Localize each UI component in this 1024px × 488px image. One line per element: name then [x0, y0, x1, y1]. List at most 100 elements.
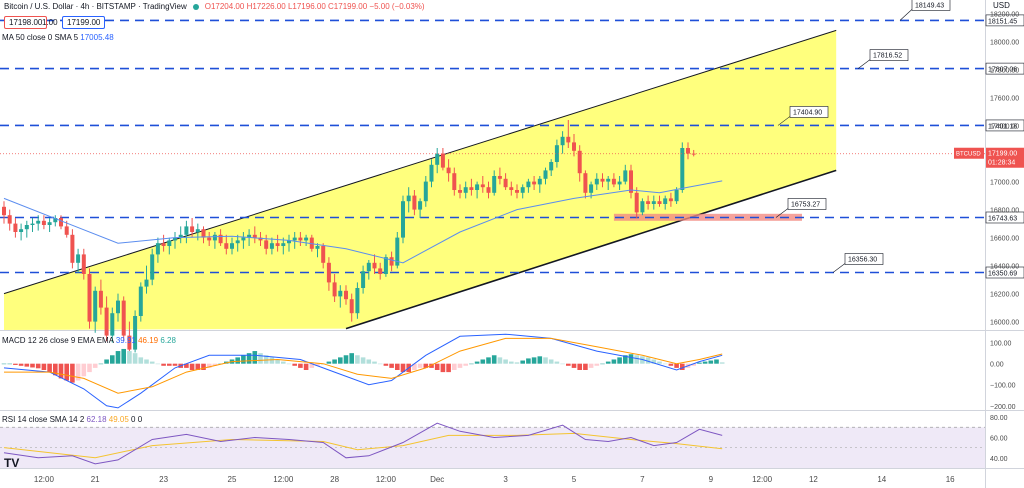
candle-55 [315, 246, 320, 249]
time-tick-12: 12:00 [752, 475, 773, 484]
macd-bar-106 [605, 361, 611, 364]
candle-1 [7, 215, 12, 224]
level-price-tag-0 [985, 14, 1024, 27]
macd-bar-81 [463, 363, 468, 366]
price-tick-2: 16400.00 [990, 264, 1019, 271]
candle-112 [640, 201, 645, 213]
macd-bar-92 [526, 358, 531, 364]
macd-bar-101 [577, 363, 582, 370]
macd-bar-79 [452, 363, 457, 370]
candle-22 [127, 335, 132, 350]
level-note-3: 16753.27 [791, 201, 820, 208]
macd-bar-35 [201, 363, 206, 370]
level-price-label-3: 16743.63 [988, 215, 1017, 222]
candle-44 [252, 234, 257, 238]
candle-101 [577, 150, 582, 174]
macd-bar-47 [269, 357, 275, 364]
level-note-leader-4 [832, 263, 846, 273]
candle-63 [361, 271, 366, 288]
level-note-0: 18149.43 [915, 2, 944, 9]
macd-bar-98 [560, 363, 565, 365]
macd-bar-110 [628, 354, 634, 364]
macd-bar-91 [520, 360, 525, 364]
tradingview-logo[interactable]: TV [4, 456, 20, 470]
time-tick-0: 12:00 [34, 475, 55, 484]
ma-indicator-label[interactable]: MA 50 close 0 SMA 5 17005.48 [2, 33, 114, 42]
sell-price-box[interactable]: 17198.00 [4, 16, 48, 29]
candle-104 [594, 178, 599, 185]
macd-bar-87 [497, 357, 503, 364]
candle-40 [230, 243, 234, 249]
level-note-leader-1 [857, 59, 871, 69]
candle-7 [41, 220, 46, 225]
macd-bar-20 [115, 351, 121, 364]
candle-20 [116, 300, 120, 314]
macd-bar-102 [583, 363, 588, 370]
macd-bar-126 [719, 362, 725, 364]
macd-bar-16 [92, 363, 98, 368]
macd-bar-24 [138, 357, 144, 364]
candle-29 [167, 240, 172, 246]
macd-bar-100 [571, 363, 577, 368]
macd-bar-12 [70, 363, 75, 383]
buy-price-box[interactable]: 17199.00 [62, 16, 106, 29]
candle-56 [321, 246, 326, 263]
macd-bar-10 [58, 363, 64, 379]
macd-bar-90 [514, 362, 520, 364]
candle-74 [423, 181, 428, 202]
candle-70 [401, 201, 405, 238]
macd-bar-82 [469, 363, 474, 365]
macd-bar-86 [491, 355, 497, 364]
level-note-box-1 [869, 49, 909, 61]
macd-bar-77 [440, 363, 446, 373]
ma50-line [3, 180, 723, 264]
candle-119 [680, 148, 685, 190]
macd-bar-34 [195, 363, 201, 370]
currency-label[interactable]: USD [993, 1, 1010, 10]
candle-93 [532, 181, 537, 185]
macd-bar-30 [172, 363, 178, 366]
macd-bar-66 [377, 363, 383, 365]
macd-bar-94 [537, 356, 543, 364]
candle-39 [224, 243, 229, 249]
time-tick-1: 21 [91, 475, 100, 484]
candle-30 [173, 237, 177, 241]
time-tick-7: Dec [430, 475, 444, 484]
rsi-indicator-label[interactable]: RSI 14 close SMA 14 2 62.18 49.05 0 0 [2, 415, 143, 424]
macd-bar-114 [651, 359, 657, 364]
macd-bar-61 [349, 353, 354, 364]
rsi-band [0, 427, 985, 468]
candle-87 [497, 176, 502, 179]
candle-58 [332, 282, 337, 297]
candle-110 [629, 170, 633, 193]
macd-bar-93 [531, 357, 537, 364]
macd-bar-19 [110, 355, 115, 364]
macd-bar-43 [246, 353, 252, 364]
channel-upper-line [3, 29, 837, 295]
macd-bar-125 [714, 359, 719, 364]
macd-bar-121 [691, 363, 696, 366]
level-note-box-0 [911, 0, 951, 11]
macd-bar-37 [212, 363, 218, 366]
level-note-leader-0 [899, 9, 913, 21]
candle-6 [36, 220, 41, 224]
macd-tick-2: −100.00 [990, 383, 1016, 390]
symbol-title[interactable]: Bitcoin / U.S. Dollar · 4h · BITSTAMP · … [4, 2, 187, 11]
macd-bar-11 [64, 363, 69, 381]
level-note-leader-2 [777, 116, 791, 126]
macd-bar-46 [263, 355, 269, 364]
macd-tick-1: 0.00 [990, 362, 1004, 369]
candle-82 [469, 187, 474, 190]
candle-120 [686, 148, 690, 154]
macd-signal-line [4, 337, 723, 394]
time-tick-11: 9 [709, 475, 714, 484]
candle-48 [275, 243, 280, 246]
macd-bar-65 [372, 361, 377, 364]
macd-indicator-label[interactable]: MACD 12 26 close 9 EMA EMA 39.91 46.19 6… [2, 336, 176, 345]
candle-68 [389, 257, 394, 266]
level-price-tag-2 [985, 119, 1024, 132]
macd-bar-14 [81, 363, 87, 377]
candle-11 [64, 226, 69, 235]
price-tick-0: 16000.00 [990, 320, 1019, 327]
